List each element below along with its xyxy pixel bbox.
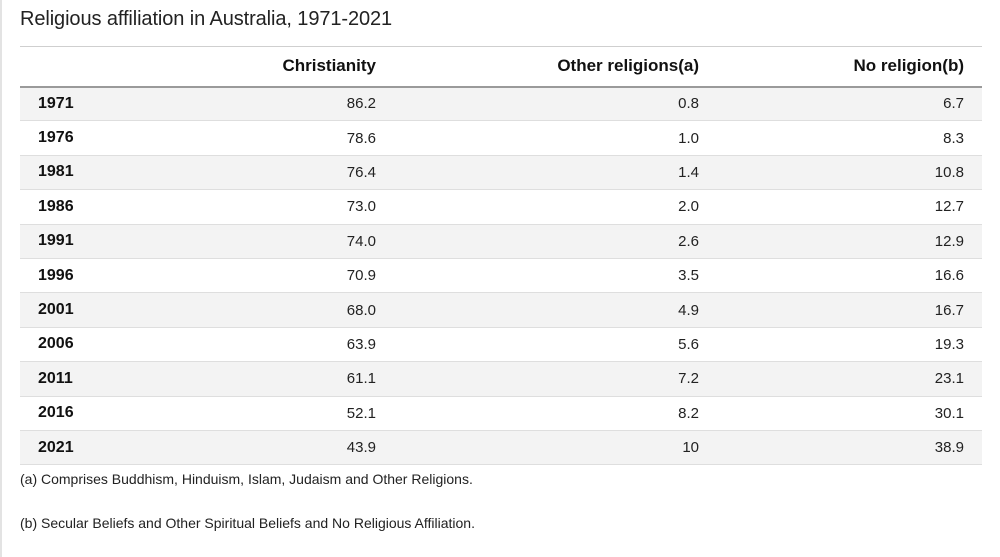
footnote-a: (a) Comprises Buddhism, Hinduism, Islam,…: [20, 471, 473, 488]
no-religion-cell: 16.7: [699, 292, 982, 328]
other-religions-cell: 3.5: [376, 258, 699, 294]
table-row: 1971 86.2 0.8 6.7: [20, 86, 982, 122]
year-cell: 2006: [20, 327, 236, 363]
year-cell: 1986: [20, 189, 236, 225]
no-religion-cell: 38.9: [699, 430, 982, 466]
no-religion-cell: 23.1: [699, 361, 982, 397]
christianity-cell: 43.9: [236, 430, 376, 466]
other-religions-cell: 1.4: [376, 155, 699, 191]
table-title: Religious affiliation in Australia, 1971…: [20, 8, 393, 30]
no-religion-cell: 10.8: [699, 155, 982, 191]
year-cell: 1991: [20, 224, 236, 259]
other-religions-cell: 5.6: [376, 327, 699, 363]
table-row: 1981 76.4 1.4 10.8: [20, 155, 982, 191]
christianity-cell: 52.1: [236, 396, 376, 431]
year-cell: 2021: [20, 430, 236, 466]
no-religion-cell: 12.9: [699, 224, 982, 259]
christianity-cell: 73.0: [236, 189, 376, 225]
table-row: 2021 43.9 10 38.9: [20, 430, 982, 466]
table-row: 1986 73.0 2.0 12.7: [20, 189, 982, 225]
year-cell: 1971: [20, 86, 236, 122]
no-religion-cell: 6.7: [699, 86, 982, 122]
no-religion-cell: 19.3: [699, 327, 982, 363]
other-religions-cell: 4.9: [376, 292, 699, 328]
table-body: 1971 86.2 0.8 6.7 1976 78.6 1.0 8.3 1981 76.4 1.4 1…: [20, 86, 982, 466]
christianity-cell: 86.2: [236, 86, 376, 122]
christianity-cell: 74.0: [236, 224, 376, 259]
christianity-cell: 63.9: [236, 327, 376, 363]
other-religions-cell: 10: [376, 430, 699, 466]
table-row: 2006 63.9 5.6 19.3: [20, 327, 982, 363]
christianity-cell: 78.6: [236, 120, 376, 156]
other-religions-cell: 2.0: [376, 189, 699, 225]
table-row: 1991 74.0 2.6 12.9: [20, 224, 982, 259]
table-row: 2016 52.1 8.2 30.1: [20, 396, 982, 431]
header-year: [20, 46, 236, 88]
christianity-cell: 61.1: [236, 361, 376, 397]
other-religions-cell: 0.8: [376, 86, 699, 122]
no-religion-cell: 12.7: [699, 189, 982, 225]
year-cell: 1981: [20, 155, 236, 191]
religion-table: Christianity Other religions(a) No relig…: [20, 46, 982, 466]
table-header: Christianity Other religions(a) No relig…: [20, 46, 982, 88]
no-religion-cell: 8.3: [699, 120, 982, 156]
other-religions-cell: 8.2: [376, 396, 699, 431]
footnote-b: (b) Secular Beliefs and Other Spiritual …: [20, 515, 475, 532]
year-cell: 2016: [20, 396, 236, 431]
other-religions-cell: 7.2: [376, 361, 699, 397]
header-other-religions: Other religions(a): [376, 46, 699, 88]
no-religion-cell: 30.1: [699, 396, 982, 431]
table-row: 2011 61.1 7.2 23.1: [20, 361, 982, 397]
christianity-cell: 68.0: [236, 292, 376, 328]
header-row: Christianity Other religions(a) No relig…: [20, 46, 982, 88]
table-figure: Religious affiliation in Australia, 1971…: [20, 8, 982, 532]
year-cell: 1996: [20, 258, 236, 294]
header-no-religion: No religion(b): [699, 46, 982, 88]
other-religions-cell: 2.6: [376, 224, 699, 259]
left-border: [0, 0, 2, 557]
no-religion-cell: 16.6: [699, 258, 982, 294]
header-christianity: Christianity: [236, 46, 376, 88]
table-row: 2001 68.0 4.9 16.7: [20, 292, 982, 328]
year-cell: 2001: [20, 292, 236, 328]
christianity-cell: 70.9: [236, 258, 376, 294]
year-cell: 1976: [20, 120, 236, 156]
christianity-cell: 76.4: [236, 155, 376, 191]
table-row: 1976 78.6 1.0 8.3: [20, 120, 982, 156]
other-religions-cell: 1.0: [376, 120, 699, 156]
year-cell: 2011: [20, 361, 236, 397]
table-row: 1996 70.9 3.5 16.6: [20, 258, 982, 294]
